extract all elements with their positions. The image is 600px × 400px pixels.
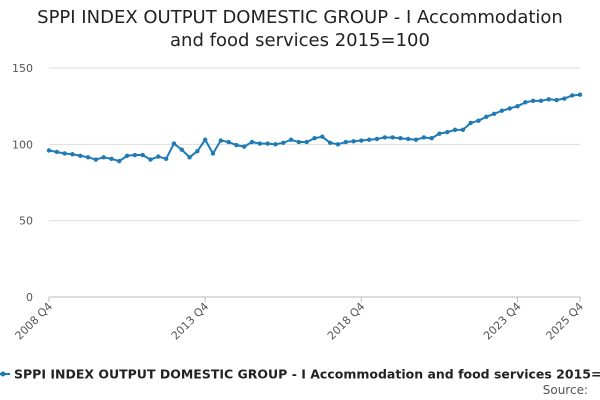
data-point <box>140 152 145 158</box>
y-tick-label-50: 50 <box>19 215 33 228</box>
data-point <box>320 134 325 139</box>
data-point <box>452 127 458 133</box>
data-point <box>70 152 75 157</box>
data-point <box>390 135 395 140</box>
data-point <box>312 136 317 141</box>
x-tick-label: 2018 Q4 <box>325 300 368 343</box>
data-point <box>437 131 442 136</box>
data-point <box>85 155 91 160</box>
data-point <box>468 120 473 126</box>
data-point <box>359 138 364 143</box>
data-point <box>54 149 60 155</box>
data-point <box>507 106 512 111</box>
data-point <box>476 118 481 123</box>
data-point <box>577 92 583 97</box>
data-point <box>93 157 99 162</box>
data-point <box>117 158 122 164</box>
data-point <box>78 153 83 158</box>
data-point <box>366 137 372 142</box>
data-point <box>406 136 411 142</box>
data-point <box>124 153 130 158</box>
data-point <box>460 127 466 133</box>
data-point <box>413 137 419 142</box>
x-tick-label: 2025 Q4 <box>544 300 587 343</box>
data-point <box>163 156 169 162</box>
data-point <box>421 135 427 140</box>
y-tick-label-100: 100 <box>12 138 33 151</box>
chart-title-line-2: and food services 2015=100 <box>170 30 430 51</box>
data-point <box>218 138 223 143</box>
data-point <box>538 98 544 104</box>
data-point <box>296 139 302 145</box>
data-point <box>249 139 255 145</box>
data-point <box>335 142 341 147</box>
legend-marker-icon <box>0 371 6 377</box>
x-tick-label: 2008 Q4 <box>13 300 56 343</box>
legend-label: SPPI INDEX OUTPUT DOMESTIC GROUP - I Acc… <box>14 367 600 382</box>
series-line-0 <box>48 93 581 163</box>
data-point <box>187 155 192 160</box>
y-axis: 0 50 100 150 <box>12 62 33 304</box>
data-point <box>46 148 52 153</box>
data-point <box>234 142 239 148</box>
data-point <box>554 97 559 103</box>
data-point <box>398 136 403 141</box>
data-point <box>288 137 294 142</box>
data-point <box>179 147 184 152</box>
data-point <box>171 141 177 146</box>
data-point <box>101 155 106 160</box>
chart-title-line-1: SPPI INDEX OUTPUT DOMESTIC GROUP - I Acc… <box>37 7 563 28</box>
data-point <box>491 111 497 117</box>
data-point <box>530 98 536 104</box>
data-point <box>304 139 309 145</box>
data-point <box>382 135 387 140</box>
data-point <box>195 149 200 154</box>
data-point <box>374 136 380 142</box>
data-point <box>273 142 278 147</box>
data-point <box>523 100 528 105</box>
data-point <box>265 141 270 146</box>
data-point <box>515 103 520 109</box>
data-point <box>62 151 67 156</box>
data-point <box>546 97 551 102</box>
data-point <box>226 139 231 145</box>
data-point <box>499 108 505 113</box>
source-label: Source: <box>543 383 588 397</box>
data-point <box>210 151 216 156</box>
data-point <box>156 154 161 159</box>
data-point <box>562 96 567 101</box>
data-point <box>242 144 247 149</box>
data-point <box>281 140 286 146</box>
x-axis: 2008 Q4 2013 Q4 2018 Q4 2023 Q4 2025 Q4 <box>13 296 587 343</box>
data-point <box>484 114 489 120</box>
x-tick-label: 2013 Q4 <box>169 300 212 343</box>
data-point <box>202 137 208 142</box>
data-point <box>132 152 138 158</box>
data-point <box>327 140 333 146</box>
data-point <box>429 136 434 141</box>
y-tick-label-0: 0 <box>26 291 33 304</box>
legend[interactable]: SPPI INDEX OUTPUT DOMESTIC GROUP - I Acc… <box>0 367 600 382</box>
y-tick-label-150: 150 <box>12 62 33 75</box>
data-point <box>343 139 348 145</box>
data-point <box>257 141 263 146</box>
data-point <box>109 156 114 162</box>
data-point <box>445 129 450 135</box>
data-point <box>569 93 575 98</box>
series-group <box>46 92 583 164</box>
gridlines <box>49 67 580 298</box>
data-point <box>351 139 356 144</box>
data-point <box>148 157 153 162</box>
x-tick-label: 2023 Q4 <box>481 300 524 343</box>
